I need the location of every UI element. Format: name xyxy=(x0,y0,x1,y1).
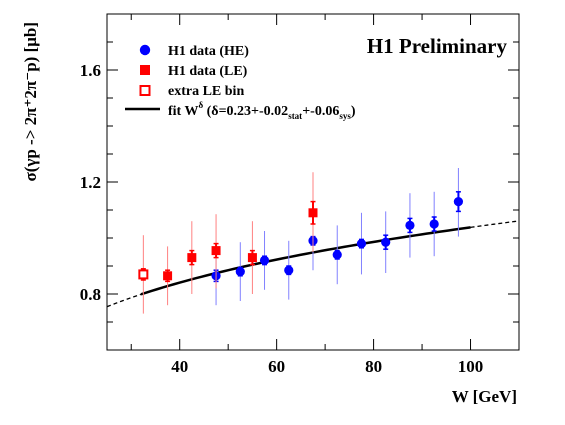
data-point-he xyxy=(284,265,294,275)
data-point-le xyxy=(247,253,257,263)
fit-curve-solid xyxy=(140,226,471,296)
data-point-he xyxy=(453,197,464,207)
fit-curve xyxy=(106,220,520,308)
legend-label-he: H1 data (HE) xyxy=(168,44,249,59)
data-point-he xyxy=(235,267,245,277)
y-tick-label: 0.8 xyxy=(80,285,101,304)
axis-ticks: 40 60 80 100 0.8 1.2 1.6 xyxy=(80,13,520,376)
x-tick-label: 40 xyxy=(171,357,188,376)
legend-marker-he xyxy=(139,44,151,56)
data-point-extra-le xyxy=(138,269,149,280)
banner-text: H1 Preliminary xyxy=(367,34,508,58)
y-tick-label: 1.2 xyxy=(80,173,101,192)
legend-label-fit: fit Wδ (δ=0.23+-0.02stat+-0.06sys) xyxy=(168,100,356,121)
data-point-he xyxy=(259,255,270,265)
data-point-le xyxy=(211,246,221,256)
data-point-he xyxy=(356,239,367,249)
legend-label-le: H1 data (LE) xyxy=(168,64,248,79)
data-point-he xyxy=(429,219,439,229)
fit-curve-extrapolation xyxy=(470,220,520,229)
legend-marker-extra xyxy=(139,85,151,96)
y-tick-label: 1.6 xyxy=(80,61,101,80)
fit-curve-extrapolation xyxy=(106,293,142,308)
data-point-le xyxy=(308,208,318,218)
data-point-le xyxy=(163,271,173,281)
data-point-he xyxy=(405,220,415,230)
x-axis-label: W [GeV] xyxy=(452,387,517,406)
x-tick-label: 100 xyxy=(458,357,484,376)
data-points xyxy=(138,168,464,314)
data-point-le xyxy=(187,253,197,263)
y-axis-label: σ(γp -> 2π⁺2π⁻p) [μb] xyxy=(21,22,40,182)
x-tick-label: 80 xyxy=(365,357,382,376)
legend-label-extra: extra LE bin xyxy=(168,84,244,99)
data-point-he xyxy=(332,250,342,260)
legend-marker-le xyxy=(140,65,150,75)
data-point-he xyxy=(381,237,391,247)
x-tick-label: 60 xyxy=(268,357,285,376)
legend: H1 data (HE) H1 data (LE) extra LE bin f… xyxy=(125,44,356,121)
